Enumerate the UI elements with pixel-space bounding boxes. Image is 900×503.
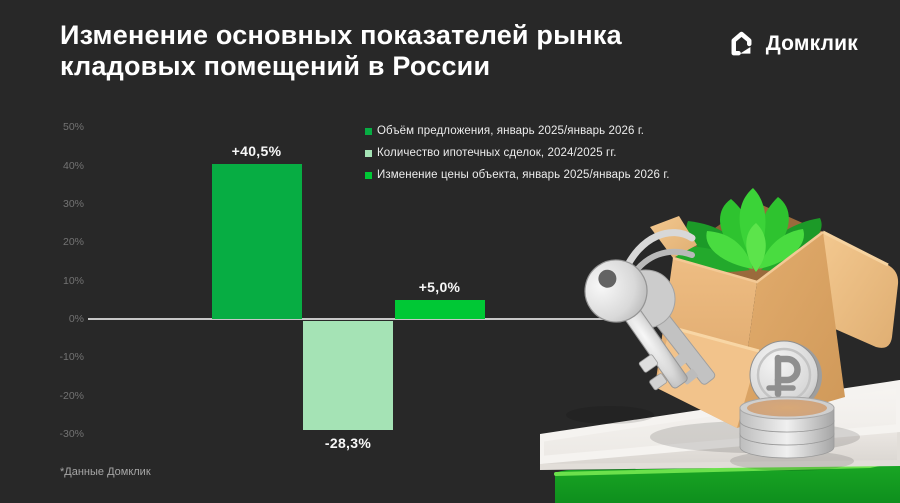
legend-label: Изменение цены объекта, январь 2025/янва… [377,169,670,181]
bar-value-label: -28,3% [324,434,372,451]
y-tick-label: -20% [59,389,84,402]
chart-legend: Объём предложения, январь 2025/январь 20… [365,122,670,184]
domclick-logo: Домклик [726,28,858,59]
y-tick-label: 20% [62,236,84,249]
domclick-logo-text: Домклик [765,31,858,55]
footnote: *Данные Домклик [60,466,151,478]
y-tick-label: 40% [62,159,84,172]
page-title: Изменение основных показателей рынка кла… [60,20,720,82]
bar [303,321,393,430]
y-tick-label: 50% [62,121,84,134]
bar [211,163,302,319]
y-tick-label: -10% [59,351,84,364]
page-title-line2: кладовых помещений в России [60,51,491,81]
ruble-sign [766,354,801,398]
y-tick-label: 10% [62,274,84,287]
legend-swatch-icon [365,171,372,179]
coin-stack [739,396,835,459]
storage-illustration [540,188,900,503]
legend-swatch-icon [365,149,372,157]
bar [394,299,485,319]
legend-item: Количество ипотечных сделок, 2024/2025 г… [365,144,670,162]
y-tick-label: 30% [62,197,84,210]
page-title-line1: Изменение основных показателей рынка [60,20,622,50]
keys-icon [584,229,716,391]
bar-value-label: +5,0% [418,278,461,295]
y-tick-label: 0% [68,313,84,325]
legend-label: Объём предложения, январь 2025/январь 20… [377,125,645,137]
succulent-plant [672,188,836,272]
bar-value-label: +40,5% [231,142,282,159]
zero-axis-line [88,318,633,320]
legend-label: Количество ипотечных сделок, 2024/2025 г… [377,147,617,159]
key-front [584,259,688,391]
legend-swatch-icon [365,127,372,135]
y-tick-label: -30% [59,428,84,441]
legend-item: Изменение цены объекта, январь 2025/янва… [365,166,670,184]
domclick-house-icon [726,28,757,59]
ruble-coin-icon [749,340,822,410]
legend-item: Объём предложения, январь 2025/январь 20… [365,122,670,140]
